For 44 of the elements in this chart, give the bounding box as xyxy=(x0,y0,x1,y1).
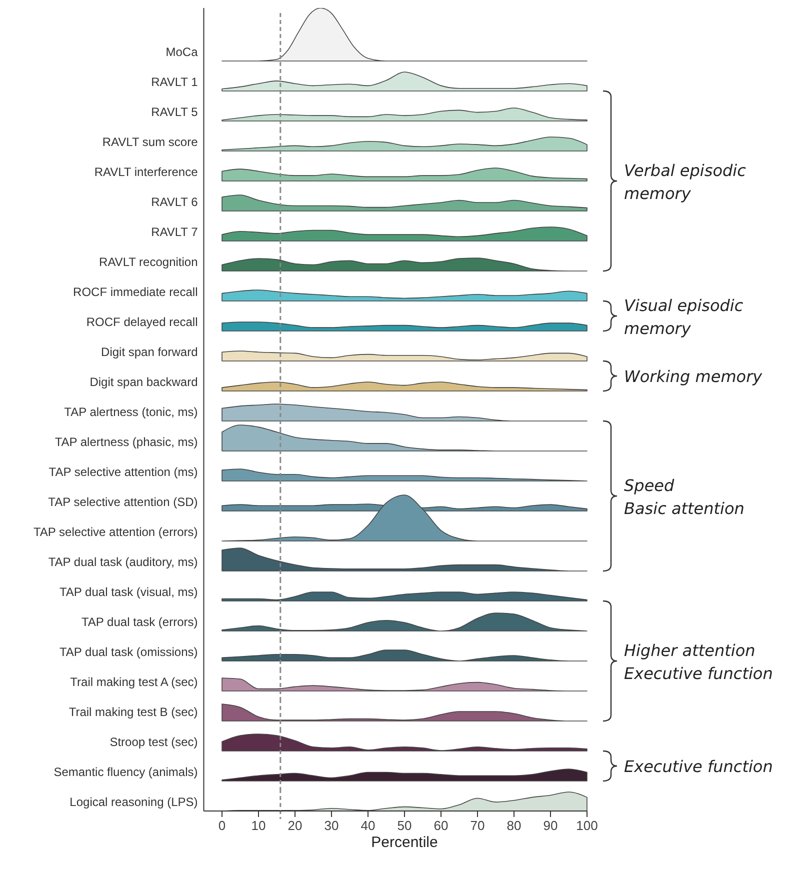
text: RAVLT sum score xyxy=(102,135,198,149)
x-tick-label: 10 xyxy=(251,818,266,833)
text: TAP dual task (errors) xyxy=(81,615,198,629)
text: RAVLT 5 xyxy=(151,105,198,119)
text: TAP dual task (omissions) xyxy=(59,645,198,659)
text: RAVLT interference xyxy=(94,165,198,179)
text: ROCF immediate recall xyxy=(73,285,198,299)
text: TAP alertness (phasic, ms) xyxy=(54,435,198,449)
x-tick-label: 90 xyxy=(543,818,558,833)
x-tick-label: 30 xyxy=(324,818,339,833)
x-tick-label: 100 xyxy=(576,818,598,833)
x-tick-label: 20 xyxy=(288,818,302,833)
text: Logical reasoning (LPS) xyxy=(70,795,198,809)
text: TAP dual task (auditory, ms) xyxy=(48,555,198,569)
text: Working memory xyxy=(624,367,763,386)
text: Trail making test A (sec) xyxy=(70,675,198,689)
text: Higher attention Executive function xyxy=(624,641,773,683)
text: RAVLT 1 xyxy=(151,75,198,89)
text: TAP selective attention (SD) xyxy=(48,495,198,509)
text: Digit span forward xyxy=(101,345,198,359)
text: TAP selective attention (ms) xyxy=(48,465,198,479)
text: ROCF delayed recall xyxy=(86,315,198,329)
text: Visual episodic memory xyxy=(624,296,744,338)
text: TAP selective attention (errors) xyxy=(33,525,198,539)
text: TAP dual task (visual, ms) xyxy=(59,585,198,599)
text: RAVLT recognition xyxy=(99,255,198,269)
text: TAP alertness (tonic, ms) xyxy=(64,405,198,419)
text: Executive function xyxy=(624,757,773,776)
x-tick-label: 50 xyxy=(397,818,412,833)
x-axis-title: Percentile xyxy=(371,834,438,851)
text: RAVLT 6 xyxy=(151,195,198,209)
text: Speed Basic attention xyxy=(624,476,744,518)
text: Verbal episodic memory xyxy=(624,161,746,203)
x-tick-label: 40 xyxy=(360,818,376,833)
text: Semantic fluency (animals) xyxy=(54,765,198,779)
text: RAVLT 7 xyxy=(151,225,198,239)
text: Stroop test (sec) xyxy=(110,735,198,749)
text: Trail making test B (sec) xyxy=(68,705,198,719)
x-tick-label: 70 xyxy=(470,818,485,833)
x-tick-label: 60 xyxy=(434,818,448,833)
x-tick-label: 80 xyxy=(506,818,522,833)
text: Digit span backward xyxy=(90,375,198,389)
text: MoCa xyxy=(166,45,198,59)
x-tick-label: 0 xyxy=(218,818,226,833)
